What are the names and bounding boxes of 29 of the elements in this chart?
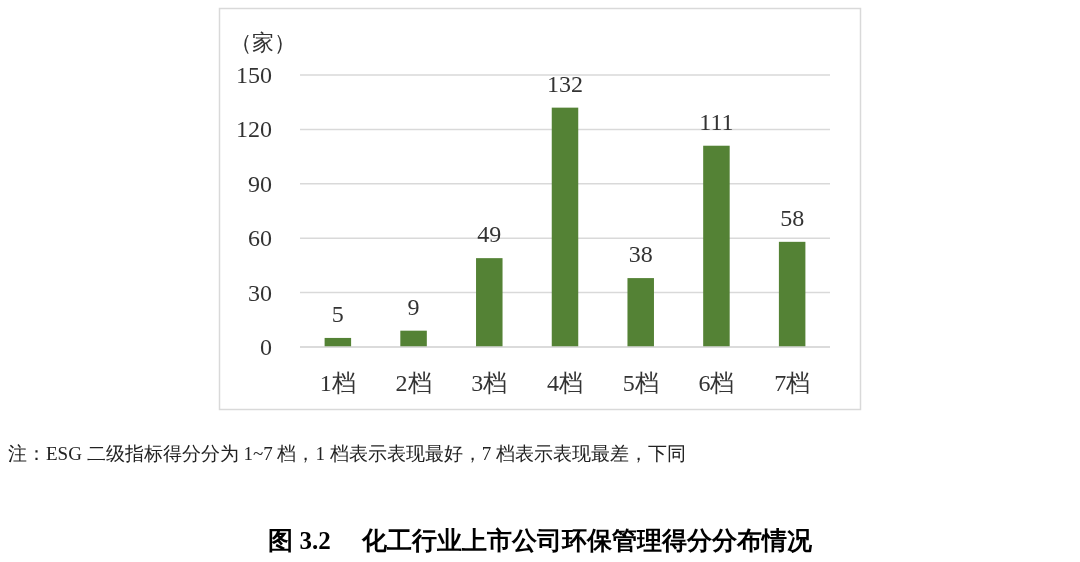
bar — [551, 107, 579, 347]
data-label: 38 — [628, 241, 653, 268]
y-tick-label: 150 — [236, 62, 272, 88]
y-tick-label: 60 — [248, 225, 272, 252]
y-tick-label: 120 — [236, 116, 272, 143]
data-label: 5 — [331, 300, 344, 327]
x-tick-label: 7档 — [774, 370, 811, 396]
y-tick-label: 30 — [248, 279, 272, 306]
data-label: 132 — [547, 70, 583, 97]
x-tick-label: 4档 — [547, 370, 583, 396]
y-tick-label: 90 — [248, 170, 272, 197]
x-tick-label: 5档 — [622, 370, 659, 396]
x-tick-label: 6档 — [698, 370, 735, 396]
data-label: 111 — [699, 108, 734, 135]
y-axis-title: （家） — [230, 30, 296, 55]
y-tick-label: 0 — [260, 334, 272, 360]
bar — [627, 278, 654, 347]
data-label: 58 — [780, 204, 805, 231]
x-tick-label: 2档 — [395, 370, 432, 396]
bar — [476, 258, 503, 347]
bar — [703, 145, 730, 347]
data-label: 49 — [477, 221, 502, 248]
x-tick-label: 3档 — [471, 370, 508, 396]
text: 图 3.2 化工行业上市公司环保管理得分分布情况 — [268, 527, 813, 554]
bar — [778, 241, 806, 347]
x-tick-label: 1档 — [319, 370, 356, 396]
bar — [400, 330, 427, 347]
data-label: 9 — [407, 293, 420, 320]
text: 注：ESG 二级指标得分分为 1~7 档，1 档表示表现最好，7 档表示表现最差，下同 — [8, 443, 686, 464]
